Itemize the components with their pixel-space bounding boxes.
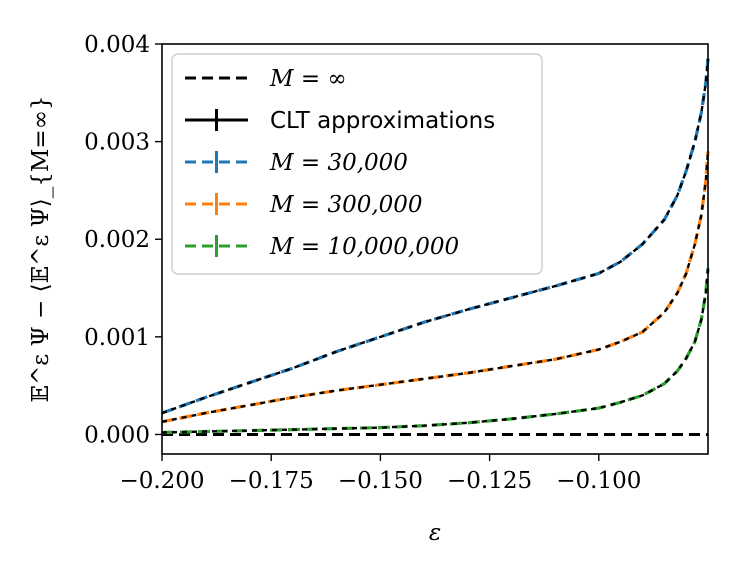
- legend-item: M = 10,000,000: [185, 234, 459, 260]
- y-tick-label: 0.002: [84, 227, 150, 253]
- clt-overlay-m-30-000: [161, 58, 710, 415]
- y-axis-label-text: 𝔼^ε Ψ − ⟨𝔼^ε Ψ⟩_{M=∞}: [28, 96, 54, 403]
- y-tick-label: 0.003: [84, 130, 150, 156]
- x-axis: −0.200 −0.175 −0.150 −0.125 −0.100: [119, 454, 641, 494]
- legend-label: M = ∞: [269, 66, 347, 92]
- x-tick-label: −0.175: [229, 468, 314, 494]
- y-tick-label: 0.000: [84, 422, 150, 448]
- x-axis-label: ε: [429, 520, 441, 546]
- legend-item: CLT approximations: [185, 108, 495, 134]
- legend-label: M = 30,000: [269, 150, 408, 176]
- legend-box: [171, 53, 543, 275]
- legend: M = ∞ CLT approximations M = 30,000 M = 300…: [171, 53, 543, 275]
- y-axis: 0.000 0.001 0.002 0.003 0.004: [84, 32, 162, 448]
- series-line-m-10-000-000: [161, 268, 710, 435]
- x-tick-label: −0.125: [447, 468, 532, 494]
- y-tick-label: 0.001: [84, 325, 150, 351]
- clt-overlay-m-300-000: [161, 151, 710, 423]
- legend-item: M = 300,000: [185, 192, 423, 218]
- svg-text:𝔼^ε Ψ − ⟨𝔼^ε Ψ⟩_{M=∞}: 𝔼^ε Ψ − ⟨𝔼^ε Ψ⟩_{M=∞}: [28, 96, 54, 403]
- x-tick-label: −0.100: [556, 468, 641, 494]
- x-tick-label: −0.150: [338, 468, 423, 494]
- plot-area: [161, 58, 710, 436]
- legend-item: M = ∞: [185, 66, 347, 92]
- plot-frame: [161, 43, 709, 455]
- y-axis-label: 𝔼^ε Ψ − ⟨𝔼^ε Ψ⟩_{M=∞}: [28, 96, 54, 403]
- legend-item: M = 30,000: [185, 150, 408, 176]
- clt-overlay-m-10-000-000: [161, 268, 710, 434]
- legend-label: M = 300,000: [269, 192, 423, 218]
- y-tick-label: 0.004: [84, 32, 150, 58]
- x-tick-label: −0.200: [119, 468, 204, 494]
- legend-label: CLT approximations: [270, 108, 495, 134]
- legend-label: M = 10,000,000: [269, 234, 459, 260]
